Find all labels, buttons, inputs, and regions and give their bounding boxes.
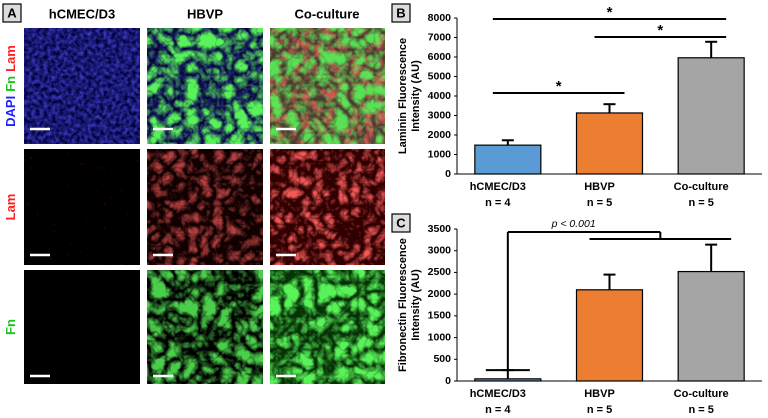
y-tick-label: 2000 xyxy=(428,288,452,300)
x-tick-label: hCMEC/D3 xyxy=(470,181,526,193)
sample-size: n = 5 xyxy=(688,404,713,416)
y-tick-label: 1000 xyxy=(428,331,452,343)
micrograph-texture xyxy=(24,28,140,144)
y-axis-label: Intensity (AU) xyxy=(410,60,422,132)
bar xyxy=(575,112,644,175)
bar xyxy=(575,289,644,382)
row-label: DAPI Fn Lam xyxy=(3,45,18,127)
y-axis-label: Laminin Fluorescence xyxy=(397,38,409,154)
y-tick-label: 3500 xyxy=(428,223,452,235)
micrograph-texture xyxy=(270,149,385,265)
significance-label: p < 0.001 xyxy=(551,218,596,230)
error-bar xyxy=(705,243,718,272)
micrographs xyxy=(24,28,385,384)
error-bar xyxy=(705,40,718,58)
sample-size: n = 5 xyxy=(587,404,612,416)
x-tick-label: Co-culture xyxy=(674,388,729,400)
error-bar xyxy=(501,139,514,146)
bar xyxy=(677,57,745,175)
y-tick-label: 3000 xyxy=(428,244,452,256)
row-label-part: Fn xyxy=(3,319,18,335)
row-label: Fn xyxy=(3,319,18,335)
y-tick-label: 8000 xyxy=(428,12,452,24)
column-header: HBVP xyxy=(187,6,223,21)
y-tick-label: 0 xyxy=(445,375,451,387)
panel-label: C xyxy=(396,215,406,230)
y-tick-label: 4000 xyxy=(428,90,452,102)
error-bar xyxy=(501,369,514,379)
y-tick-label: 0 xyxy=(445,168,451,180)
micrograph-texture xyxy=(270,28,385,144)
error-bar xyxy=(603,273,616,290)
error-bar xyxy=(603,103,616,113)
panel-label-box xyxy=(391,213,411,233)
micrograph-texture xyxy=(147,28,263,144)
significance-label: * xyxy=(607,4,613,21)
bar xyxy=(677,270,745,382)
panel-label: A xyxy=(7,5,17,20)
column-header: Co-culture xyxy=(295,6,360,21)
y-tick-label: 7000 xyxy=(428,31,452,43)
y-tick-label: 6000 xyxy=(428,51,452,63)
panel-label-box xyxy=(2,3,22,23)
row-label-part: Lam xyxy=(3,45,18,72)
sample-size: n = 4 xyxy=(485,197,511,209)
panel-label-box xyxy=(391,3,411,23)
row-label-part: Lam xyxy=(3,194,18,221)
y-tick-label: 2500 xyxy=(428,266,452,278)
y-tick-label: 1000 xyxy=(428,148,452,160)
micrograph-texture xyxy=(270,270,385,384)
sample-size: n = 4 xyxy=(485,404,511,416)
bar xyxy=(474,144,542,175)
micrograph-texture xyxy=(147,270,263,384)
x-tick-label: Co-culture xyxy=(674,181,729,193)
x-tick-label: HBVP xyxy=(584,388,615,400)
y-tick-label: 5000 xyxy=(428,70,452,82)
micrograph-texture xyxy=(24,149,140,265)
row-label-part: DAPI xyxy=(3,96,18,127)
y-axis-label: Fibronectin Fluorescence xyxy=(397,238,409,372)
micrograph xyxy=(24,270,140,384)
panel-label: B xyxy=(396,5,405,20)
x-tick-label: hCMEC/D3 xyxy=(470,388,526,400)
y-axis-label: Intensity (AU) xyxy=(410,269,422,341)
column-header: hCMEC/D3 xyxy=(49,6,115,21)
scale-bars xyxy=(30,127,296,378)
sample-size: n = 5 xyxy=(587,197,612,209)
y-tick-label: 1500 xyxy=(428,310,452,322)
y-tick-label: 500 xyxy=(433,353,451,365)
sample-size: n = 5 xyxy=(688,197,713,209)
y-tick-label: 3000 xyxy=(428,109,452,121)
row-label-part: Fn xyxy=(3,76,18,92)
y-tick-label: 2000 xyxy=(428,129,452,141)
row-label: Lam xyxy=(3,194,18,221)
x-tick-label: HBVP xyxy=(584,181,615,193)
significance-label: * xyxy=(556,78,562,95)
micrograph-texture xyxy=(147,149,263,265)
significance-label: * xyxy=(657,22,663,39)
